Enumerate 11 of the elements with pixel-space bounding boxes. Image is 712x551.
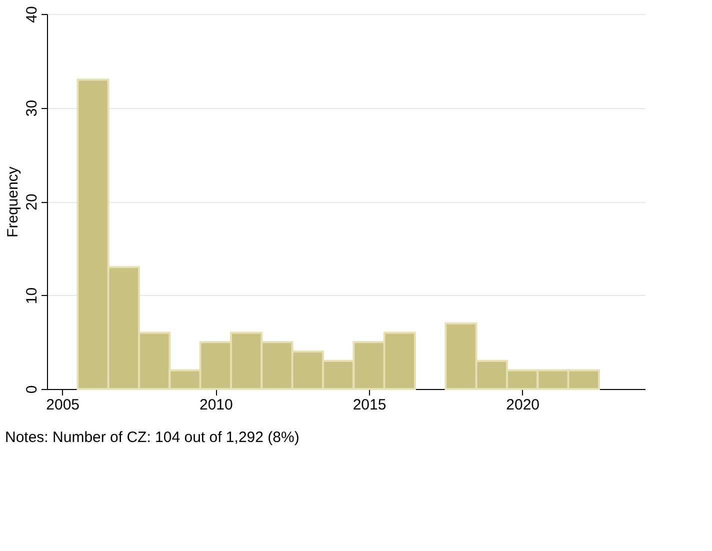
y-tick-label: 0 [24, 385, 40, 394]
y-axis-title: Frequency [4, 166, 22, 238]
x-tick-label: 2005 [46, 396, 80, 414]
y-tick-label: 20 [24, 194, 40, 210]
x-tick-label: 2015 [352, 396, 386, 414]
y-tick-label: 10 [24, 287, 40, 304]
x-tick-label: 2020 [506, 396, 540, 414]
text: Notes: Number of CZ: 104 out of 1,292 (8%) [5, 429, 300, 446]
y-tick-label: 40 [24, 6, 40, 23]
x-tick-label: 2010 [199, 396, 233, 414]
y-tick-label: 30 [24, 100, 40, 117]
